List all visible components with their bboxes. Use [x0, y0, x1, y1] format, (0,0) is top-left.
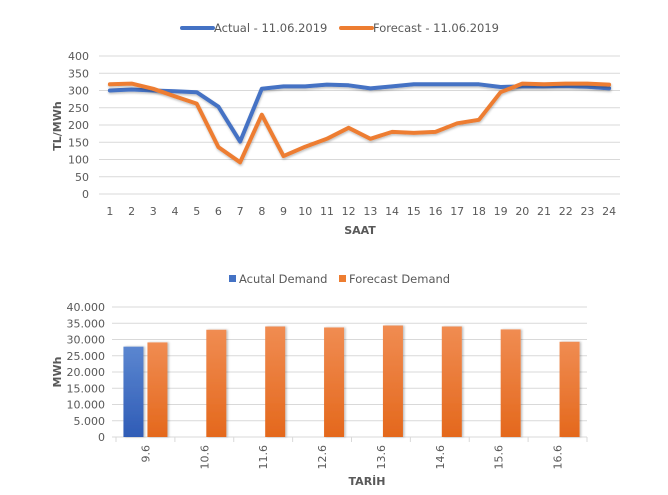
x-tick-label: 8: [258, 205, 265, 218]
x-tick-label: 2: [128, 205, 135, 218]
y-tick-label: 20.000: [67, 366, 106, 379]
x-tick-label: 12: [342, 205, 356, 218]
x-tick-label: 21: [537, 205, 551, 218]
bar-y-tick-labels: 0 5.000 10.000 15.000 20.000 25.000 30.000 35.0…: [67, 301, 106, 444]
bar-forecast-demand[interactable]: [500, 329, 521, 437]
y-tick-label: 200: [68, 119, 89, 132]
bar-forecast-demand[interactable]: [324, 327, 345, 437]
x-tick-label: 4: [171, 205, 178, 218]
x-tick-label: 22: [559, 205, 573, 218]
bar-forecast-demand[interactable]: [559, 341, 580, 437]
x-tick-label: 13.6: [375, 445, 388, 470]
x-tick-label: 10: [298, 205, 312, 218]
x-tick-label: 11.6: [257, 445, 270, 470]
x-tick-label: 18: [472, 205, 486, 218]
x-tick-label: 23: [580, 205, 594, 218]
x-tick-label: 11: [320, 205, 334, 218]
bar-series-group: [123, 325, 580, 438]
x-tick-label: 10.6: [198, 445, 211, 470]
legend-swatch-forecast-demand: [339, 275, 346, 282]
bar-x-axis-title: TARİH: [349, 474, 386, 488]
x-tick-label: 20: [515, 205, 529, 218]
line-gridlines: [99, 55, 620, 195]
x-tick-label: 6: [215, 205, 222, 218]
y-tick-label: 35.000: [67, 317, 106, 330]
line-y-tick-labels: 0 50 100 150 200 250 300 350 400: [68, 50, 89, 201]
line-legend: Actual - 11.06.2019 Forecast - 11.06.201…: [180, 21, 499, 35]
legend-swatch-actual-demand: [229, 275, 236, 282]
line-x-tick-labels: 1 2 3 4 5 6 7 8 9 10 11 12 13 14 15 16 17 18 19 20 21 22 23 24: [106, 205, 616, 218]
legend-label-forecast-demand: Forecast Demand: [349, 272, 450, 286]
bar-legend: Acutal Demand Forecast Demand: [229, 272, 450, 286]
bar-x-axis: [115, 437, 588, 442]
series-line-actual[interactable]: [107, 82, 612, 144]
bar-chart: Acutal Demand Forecast Demand 0 5.000 10.0…: [51, 272, 588, 488]
x-tick-label: 3: [150, 205, 157, 218]
x-tick-label: 9.6: [139, 445, 152, 463]
y-tick-label: 15.000: [67, 382, 106, 395]
line-x-axis-title: SAAT: [344, 224, 376, 237]
y-tick-label: 350: [68, 67, 89, 80]
legend-item-actual[interactable]: Actual - 11.06.2019: [180, 21, 327, 35]
bar-x-tick-labels: 9.6 10.6 11.6 12.6 13.6 14.6 15.6 16.6: [139, 445, 564, 470]
bar-forecast-demand[interactable]: [147, 342, 168, 437]
x-tick-label: 19: [494, 205, 508, 218]
bar-forecast-demand[interactable]: [382, 325, 403, 437]
y-tick-label: 30.000: [67, 334, 106, 347]
x-tick-label: 14.6: [434, 445, 447, 470]
y-tick-label: 250: [68, 102, 89, 115]
series-line-forecast[interactable]: [107, 81, 612, 165]
x-tick-label: 9: [280, 205, 287, 218]
x-tick-label: 13: [363, 205, 377, 218]
y-tick-label: 100: [68, 154, 89, 167]
x-tick-label: 5: [193, 205, 200, 218]
legend-label-forecast: Forecast - 11.06.2019: [373, 21, 499, 35]
y-tick-label: 150: [68, 136, 89, 149]
y-tick-label: 5.000: [74, 415, 106, 428]
bar-forecast-demand[interactable]: [441, 326, 462, 438]
x-tick-label: 12.6: [316, 445, 329, 470]
line-y-axis-title: TL/MWh: [51, 101, 64, 150]
bar-forecast-demand[interactable]: [206, 329, 227, 437]
x-tick-label: 15: [407, 205, 421, 218]
y-tick-label: 0: [98, 431, 105, 444]
legend-label-actual: Actual - 11.06.2019: [214, 21, 327, 35]
x-tick-label: 16.6: [552, 445, 565, 470]
line-chart: Actual - 11.06.2019 Forecast - 11.06.201…: [51, 21, 620, 237]
x-tick-label: 24: [602, 205, 616, 218]
legend-label-actual-demand: Acutal Demand: [239, 272, 327, 286]
x-tick-label: 1: [106, 205, 113, 218]
bar-y-axis-title: MWh: [51, 357, 64, 388]
bar-actual-demand[interactable]: [123, 346, 144, 437]
x-tick-label: 14: [385, 205, 399, 218]
line-series-group: [107, 81, 612, 165]
x-tick-label: 16: [428, 205, 442, 218]
legend-item-forecast-demand[interactable]: Forecast Demand: [339, 272, 450, 286]
y-tick-label: 300: [68, 85, 89, 98]
bar-forecast-demand[interactable]: [265, 326, 286, 438]
x-tick-label: 17: [450, 205, 464, 218]
y-tick-label: 0: [82, 188, 89, 201]
y-tick-label: 50: [75, 171, 89, 184]
legend-item-actual-demand[interactable]: Acutal Demand: [229, 272, 327, 286]
y-tick-label: 400: [68, 50, 89, 63]
legend-item-forecast[interactable]: Forecast - 11.06.2019: [339, 21, 499, 35]
x-tick-label: 7: [237, 205, 244, 218]
y-tick-label: 25.000: [67, 350, 106, 363]
x-tick-label: 15.6: [493, 445, 506, 470]
y-tick-label: 10.000: [67, 399, 106, 412]
y-tick-label: 40.000: [67, 301, 106, 314]
